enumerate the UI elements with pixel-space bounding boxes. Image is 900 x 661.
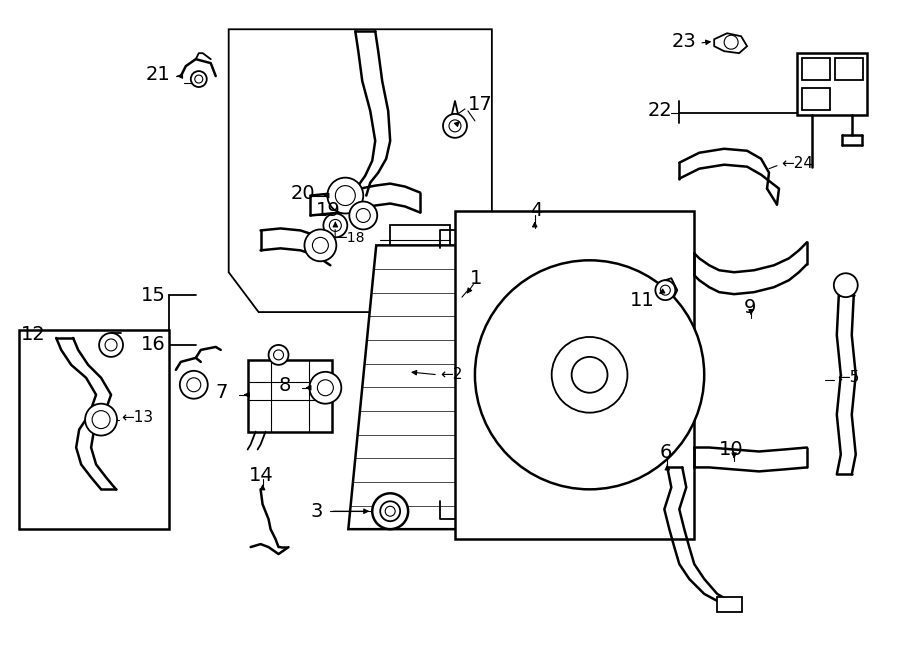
Polygon shape (715, 33, 747, 53)
Circle shape (724, 35, 738, 49)
Text: 14: 14 (248, 466, 274, 485)
Text: 1: 1 (470, 269, 482, 288)
Circle shape (655, 280, 675, 300)
Text: 16: 16 (141, 335, 166, 354)
Text: ←24: ←24 (781, 156, 813, 171)
Circle shape (274, 350, 284, 360)
Circle shape (833, 273, 858, 297)
Bar (386, 356, 412, 364)
Polygon shape (348, 245, 514, 529)
Polygon shape (601, 310, 684, 343)
Text: 23: 23 (671, 32, 696, 51)
Circle shape (268, 345, 289, 365)
Circle shape (443, 114, 467, 137)
Circle shape (105, 339, 117, 351)
Text: 9: 9 (744, 297, 757, 317)
Text: 20: 20 (291, 184, 315, 203)
Circle shape (449, 120, 461, 132)
Bar (802, 88, 830, 110)
Text: 22: 22 (647, 101, 672, 120)
Text: 7: 7 (216, 383, 228, 403)
Polygon shape (554, 270, 572, 352)
Text: 6: 6 (660, 443, 671, 462)
Polygon shape (626, 375, 678, 449)
Text: 3: 3 (310, 502, 323, 521)
Bar (19, 330, 169, 529)
Circle shape (661, 285, 670, 295)
Circle shape (191, 71, 207, 87)
Text: 4: 4 (530, 201, 542, 220)
Circle shape (356, 208, 370, 223)
Bar (796, 53, 867, 115)
Bar (248, 360, 332, 432)
Polygon shape (229, 29, 492, 312)
Text: 17: 17 (468, 95, 492, 114)
Circle shape (329, 219, 341, 231)
Circle shape (323, 214, 347, 237)
Polygon shape (542, 410, 601, 477)
Circle shape (552, 337, 627, 412)
Text: 10: 10 (719, 440, 743, 459)
Polygon shape (483, 359, 559, 397)
Bar (455, 210, 694, 539)
Bar (717, 597, 742, 612)
Circle shape (187, 378, 201, 392)
Text: ←5: ←5 (837, 370, 859, 385)
Circle shape (380, 501, 400, 521)
Circle shape (385, 506, 395, 516)
Text: 19: 19 (315, 201, 340, 220)
Bar (391, 225, 450, 255)
Circle shape (86, 404, 117, 436)
Circle shape (328, 178, 364, 214)
Text: 21: 21 (146, 65, 171, 83)
Text: ←13: ←13 (121, 410, 153, 425)
Text: 8: 8 (278, 376, 291, 395)
Circle shape (99, 333, 123, 357)
Text: └─18: └─18 (330, 231, 365, 245)
Circle shape (304, 229, 337, 261)
Circle shape (336, 186, 356, 206)
Circle shape (349, 202, 377, 229)
Circle shape (312, 237, 328, 253)
Circle shape (373, 493, 408, 529)
Circle shape (318, 380, 333, 396)
Circle shape (310, 372, 341, 404)
Text: 11: 11 (629, 291, 654, 309)
Bar (802, 58, 830, 80)
Circle shape (475, 260, 704, 489)
Circle shape (572, 357, 608, 393)
Text: 15: 15 (141, 286, 166, 305)
Circle shape (194, 75, 202, 83)
Circle shape (180, 371, 208, 399)
Circle shape (92, 410, 110, 428)
Bar (391, 358, 408, 384)
Text: ←2: ←2 (440, 368, 463, 382)
Text: 12: 12 (22, 325, 46, 344)
Bar (835, 58, 863, 80)
